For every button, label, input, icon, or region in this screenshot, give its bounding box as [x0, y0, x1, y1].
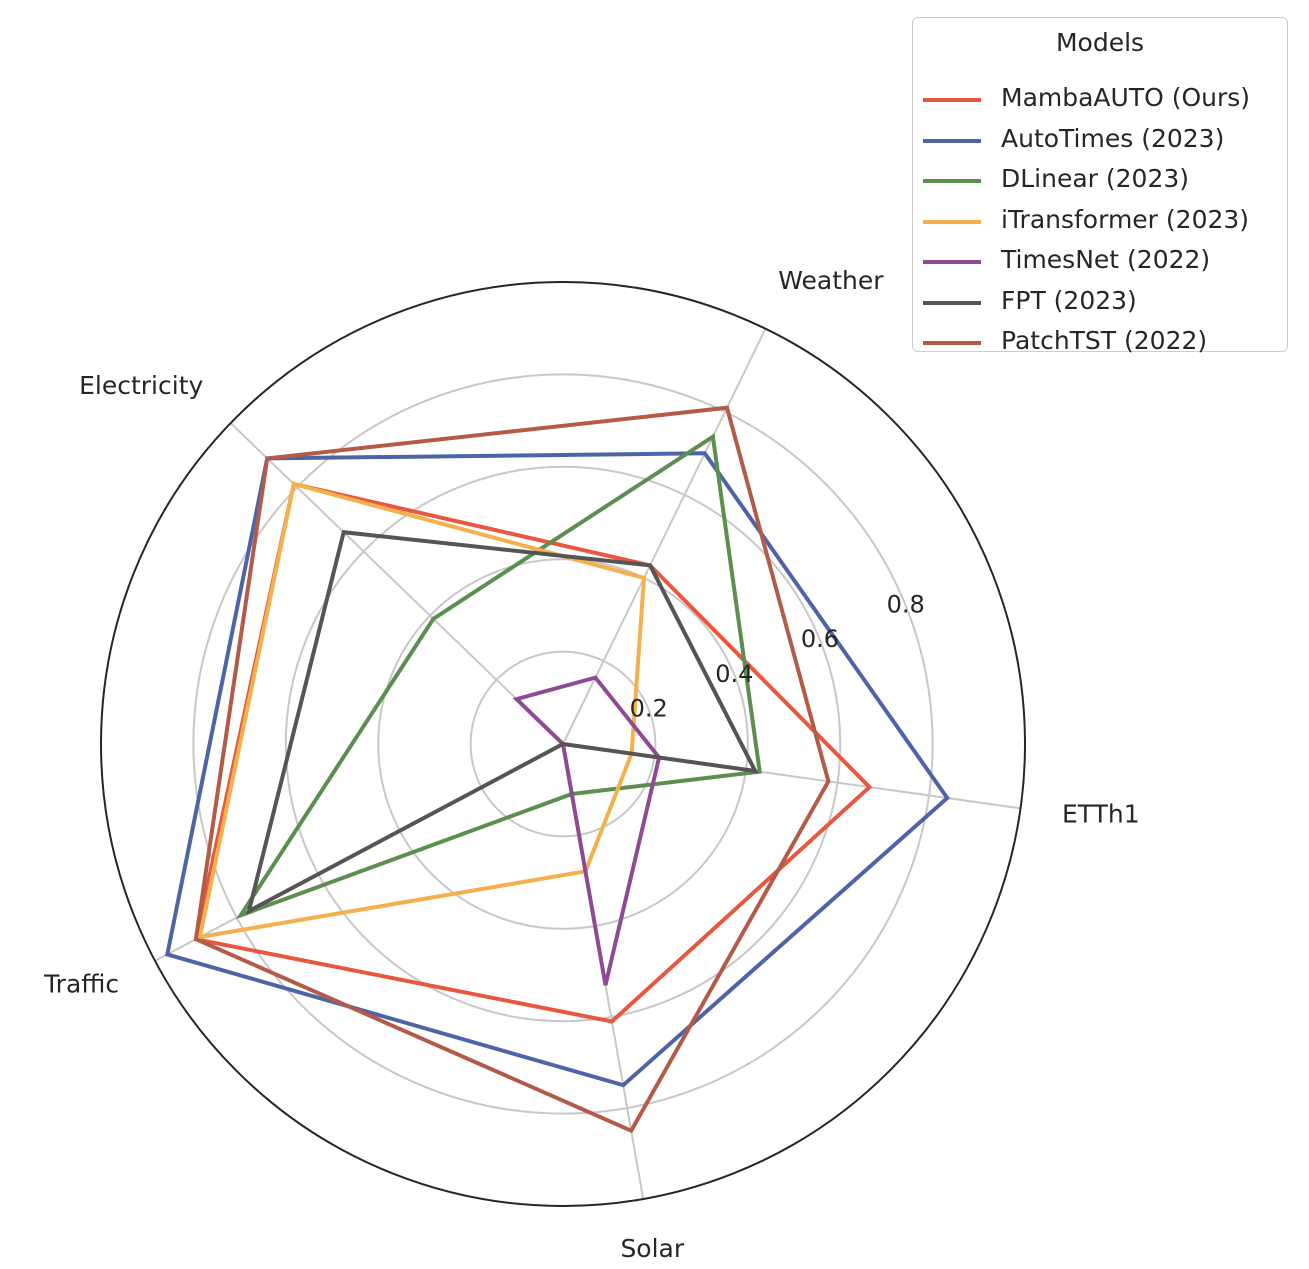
legend-item-2: DLinear (2023) [913, 161, 1287, 201]
radar-series [164, 405, 950, 1134]
legend-swatch-2 [923, 179, 981, 183]
legend-item-5: FPT (2023) [913, 283, 1287, 323]
radial-tick-label-1: 0.4 [715, 660, 753, 688]
legend-item-3: iTransformer (2023) [913, 202, 1287, 242]
axis-label-weather: Weather [778, 266, 884, 295]
legend-item-6: PatchTST (2022) [913, 323, 1287, 363]
legend-swatch-0 [923, 98, 981, 102]
grid-circle-0 [469, 650, 657, 838]
legend-swatch-3 [923, 219, 981, 224]
legend-swatch-5 [923, 300, 981, 305]
legend-item-4: TimesNet (2022) [913, 242, 1287, 282]
legend-item-0: MambaAUTO (Ours) [913, 80, 1287, 120]
legend-item-1: AutoTimes (2023) [913, 121, 1287, 161]
axis-labels: ETTh1 Weather Electricity Traffic Solar [43, 266, 1140, 1263]
legend-label-1: AutoTimes (2023) [1001, 123, 1225, 153]
legend-swatch-1 [923, 138, 981, 143]
legend-label-5: FPT (2023) [1001, 285, 1137, 315]
legend-label-3: iTransformer (2023) [1001, 204, 1250, 234]
legend-title: Models [1055, 28, 1145, 57]
outer-frame [100, 281, 1026, 1207]
legend-swatch-4 [923, 260, 981, 264]
grid-circle-1 [377, 558, 749, 930]
grid-circle-2 [284, 465, 842, 1023]
spoke-2 [229, 422, 564, 745]
radial-tick-label-3: 0.8 [887, 591, 925, 619]
radial-tick-label-0: 0.2 [630, 694, 668, 722]
series-line-4 [512, 675, 662, 986]
radial-ticks: 0.2 0.4 0.6 0.8 [630, 591, 925, 723]
series-line-6 [193, 405, 831, 1134]
series-line-5 [245, 530, 759, 915]
series-line-2 [235, 433, 762, 920]
legend-label-2: DLinear (2023) [1001, 164, 1190, 193]
legend-label-4: TimesNet (2022) [1001, 245, 1211, 274]
grid-circle-3 [192, 373, 934, 1115]
radial-tick-label-2: 0.6 [801, 625, 839, 653]
axis-label-solar: Solar [620, 1234, 684, 1263]
legend-swatch-6 [923, 341, 981, 345]
legend-label-6: PatchTST (2022) [1001, 326, 1208, 355]
axis-label-etth1: ETTh1 [1062, 800, 1140, 829]
legend: Models MambaAUTO (Ours) AutoTimes (2023) D… [912, 17, 1288, 355]
series-line-1 [164, 451, 950, 1088]
series-line-3 [197, 481, 647, 940]
spoke-1 [562, 328, 767, 745]
legend-label-0: MambaAUTO (Ours) [1001, 83, 1251, 112]
axis-label-electricity: Electricity [79, 371, 203, 400]
axis-label-traffic: Traffic [43, 969, 119, 998]
